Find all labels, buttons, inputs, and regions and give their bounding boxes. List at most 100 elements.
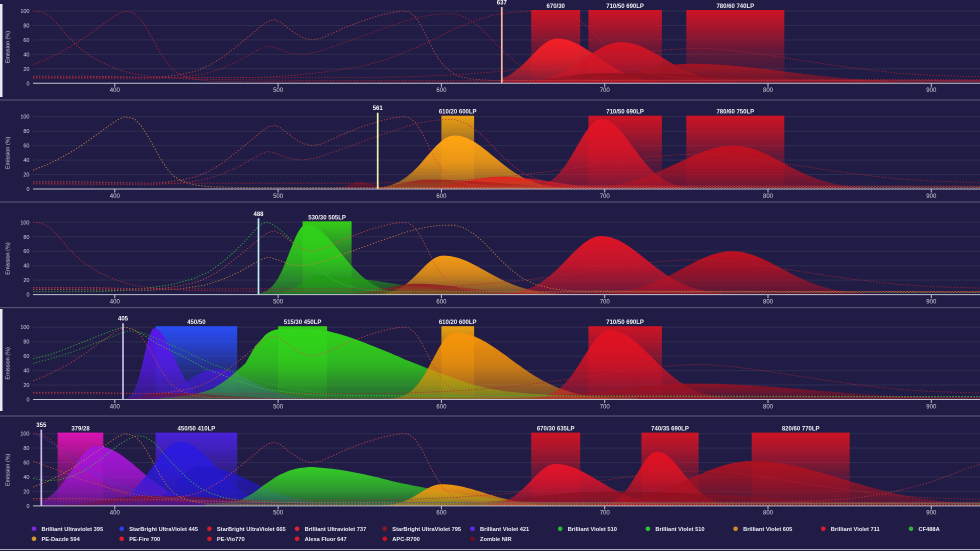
svg-text:60: 60 — [23, 38, 29, 44]
svg-text:710/50 690LP: 710/50 690LP — [606, 110, 644, 116]
svg-text:Brilliant Violet 605: Brilliant Violet 605 — [743, 527, 792, 533]
svg-text:400: 400 — [110, 194, 121, 200]
svg-text:0: 0 — [26, 187, 29, 193]
svg-text:670/30: 670/30 — [547, 4, 566, 10]
svg-text:Brilliant Violet 711: Brilliant Violet 711 — [831, 527, 880, 533]
svg-text:710/50 690LP: 710/50 690LP — [606, 320, 644, 326]
svg-text:500: 500 — [273, 88, 284, 94]
svg-text:800: 800 — [763, 88, 774, 94]
svg-text:400: 400 — [110, 299, 121, 305]
svg-text:60: 60 — [23, 249, 29, 255]
svg-text:900: 900 — [926, 194, 937, 200]
svg-text:Emission (%): Emission (%) — [6, 136, 12, 169]
svg-text:700: 700 — [600, 511, 611, 517]
svg-text:40: 40 — [23, 52, 29, 58]
svg-text:710/50 690LP: 710/50 690LP — [606, 4, 644, 10]
svg-text:610/20 600LP: 610/20 600LP — [439, 110, 477, 116]
svg-text:500: 500 — [273, 299, 284, 305]
svg-text:450/50 410LP: 450/50 410LP — [178, 427, 216, 433]
svg-text:40: 40 — [23, 475, 29, 481]
svg-text:400: 400 — [110, 88, 121, 94]
svg-text:100: 100 — [20, 325, 29, 331]
svg-text:820/60 770LP: 820/60 770LP — [782, 427, 820, 433]
svg-text:400: 400 — [110, 511, 121, 517]
svg-text:700: 700 — [600, 299, 611, 305]
svg-text:500: 500 — [273, 404, 284, 410]
svg-text:800: 800 — [763, 194, 774, 200]
svg-text:700: 700 — [600, 194, 611, 200]
svg-text:Brilliant Violet 510: Brilliant Violet 510 — [655, 527, 704, 533]
svg-text:StarBright UltraViolet 665: StarBright UltraViolet 665 — [217, 527, 286, 533]
svg-text:20: 20 — [23, 278, 29, 284]
svg-text:20: 20 — [23, 173, 29, 179]
svg-text:700: 700 — [600, 404, 611, 410]
svg-text:900: 900 — [926, 511, 937, 517]
svg-text:100: 100 — [20, 115, 29, 121]
svg-text:80: 80 — [23, 446, 29, 452]
svg-text:780/60 750LP: 780/60 750LP — [716, 110, 754, 116]
svg-text:40: 40 — [23, 158, 29, 164]
svg-text:20: 20 — [23, 383, 29, 389]
svg-text:355: 355 — [36, 423, 47, 429]
svg-text:80: 80 — [23, 24, 29, 30]
svg-text:900: 900 — [926, 404, 937, 410]
svg-text:StarBright UltraViolet 445: StarBright UltraViolet 445 — [129, 527, 198, 533]
svg-text:515/30 450LP: 515/30 450LP — [284, 320, 322, 326]
svg-text:0: 0 — [26, 398, 29, 404]
svg-text:StarBright UltraViolet 795: StarBright UltraViolet 795 — [392, 527, 461, 533]
svg-text:610/20 600LP: 610/20 600LP — [439, 320, 477, 326]
svg-text:600: 600 — [436, 404, 447, 410]
svg-text:670/30 635LP: 670/30 635LP — [537, 427, 575, 433]
svg-text:60: 60 — [23, 354, 29, 360]
svg-text:379/28: 379/28 — [71, 427, 90, 433]
svg-text:800: 800 — [763, 299, 774, 305]
svg-text:561: 561 — [373, 106, 384, 112]
svg-text:405: 405 — [118, 317, 129, 323]
svg-text:20: 20 — [23, 489, 29, 495]
svg-text:40: 40 — [23, 264, 29, 270]
svg-text:0: 0 — [26, 293, 29, 299]
svg-text:530/30 505LP: 530/30 505LP — [308, 215, 346, 221]
svg-text:PE-Fire 700: PE-Fire 700 — [129, 537, 160, 543]
svg-text:500: 500 — [273, 194, 284, 200]
svg-text:80: 80 — [23, 340, 29, 346]
svg-text:800: 800 — [763, 404, 774, 410]
svg-text:0: 0 — [26, 81, 29, 87]
svg-text:637: 637 — [497, 1, 508, 7]
svg-text:PE-Dazzle 594: PE-Dazzle 594 — [42, 537, 81, 543]
svg-text:Emission (%): Emission (%) — [6, 453, 12, 486]
svg-text:Brilliant Ultraviolet 737: Brilliant Ultraviolet 737 — [305, 527, 367, 533]
svg-text:60: 60 — [23, 461, 29, 467]
svg-text:900: 900 — [926, 88, 937, 94]
svg-text:80: 80 — [23, 235, 29, 241]
svg-text:600: 600 — [436, 194, 447, 200]
svg-text:600: 600 — [436, 511, 447, 517]
svg-text:100: 100 — [20, 220, 29, 226]
svg-text:600: 600 — [436, 299, 447, 305]
svg-text:Brilliant Violet 421: Brilliant Violet 421 — [480, 527, 529, 533]
svg-text:Emission (%): Emission (%) — [6, 347, 12, 380]
svg-text:0: 0 — [26, 504, 29, 510]
svg-text:40: 40 — [23, 369, 29, 375]
svg-text:Emission (%): Emission (%) — [6, 242, 12, 275]
svg-text:500: 500 — [273, 511, 284, 517]
svg-text:900: 900 — [926, 299, 937, 305]
svg-text:APC-R700: APC-R700 — [392, 537, 420, 543]
svg-text:Brilliant Violet 510: Brilliant Violet 510 — [568, 527, 617, 533]
svg-text:488: 488 — [253, 212, 264, 218]
svg-text:400: 400 — [110, 404, 121, 410]
svg-text:780/60 740LP: 780/60 740LP — [716, 4, 754, 10]
svg-text:700: 700 — [600, 88, 611, 94]
svg-text:100: 100 — [20, 432, 29, 438]
svg-text:600: 600 — [436, 88, 447, 94]
svg-text:Zombie NIR: Zombie NIR — [480, 537, 512, 543]
svg-text:80: 80 — [23, 129, 29, 135]
svg-text:60: 60 — [23, 144, 29, 150]
svg-text:CF488A: CF488A — [919, 527, 940, 533]
svg-text:450/50: 450/50 — [187, 320, 206, 326]
svg-text:Alexa Fluor 647: Alexa Fluor 647 — [305, 537, 347, 543]
svg-text:740/35 690LP: 740/35 690LP — [651, 427, 689, 433]
svg-text:20: 20 — [23, 67, 29, 73]
svg-text:800: 800 — [763, 511, 774, 517]
svg-text:100: 100 — [20, 9, 29, 15]
